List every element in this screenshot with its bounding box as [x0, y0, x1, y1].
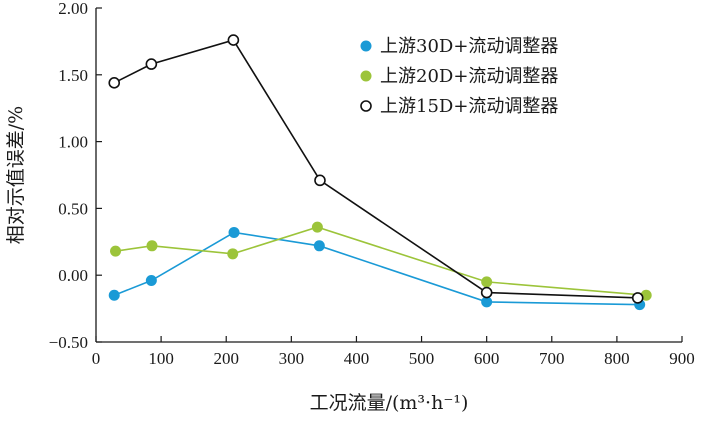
- series-line-1: [113, 231, 640, 306]
- axes: [95, 8, 682, 343]
- x-tick-label: 900: [669, 349, 695, 368]
- data-point-series-1: [145, 275, 157, 287]
- y-tick-label: 1.50: [58, 66, 88, 85]
- y-tick-label: −0.50: [49, 333, 88, 352]
- x-tick-label: 400: [344, 349, 370, 368]
- x-axis-title: 工况流量/(m³·h⁻¹): [310, 392, 469, 414]
- data-point-series-3: [145, 58, 158, 70]
- x-tick-label: 600: [474, 349, 500, 368]
- data-point-series-2: [311, 221, 323, 233]
- legend-label-3: 上游15D+流动调整器: [380, 96, 558, 117]
- legend-marker-3: [360, 100, 372, 112]
- data-point-series-3: [480, 286, 493, 299]
- data-point-series-3: [314, 174, 326, 187]
- data-point-series-2: [227, 248, 239, 260]
- legend-marker-1: [360, 40, 372, 52]
- x-tick-label: 0: [92, 349, 101, 368]
- data-point-series-1: [228, 226, 240, 238]
- series-line-2: [115, 226, 647, 297]
- series-line-3: [113, 39, 638, 299]
- y-tick-label: 2.00: [58, 0, 88, 18]
- x-tick-label: 500: [409, 349, 435, 368]
- x-tick-label: 200: [213, 349, 239, 368]
- data-point-series-1: [313, 240, 325, 252]
- series-points: [108, 34, 652, 311]
- y-tick-label: 0.00: [58, 266, 88, 285]
- y-tick-label: 0.50: [58, 199, 88, 218]
- legend-marker-2: [360, 70, 372, 82]
- data-point-series-3: [108, 77, 121, 89]
- y-tick-label: 1.00: [58, 133, 88, 152]
- legend-label-1: 上游30D+流动调整器: [380, 36, 558, 57]
- series-lines: [113, 39, 647, 306]
- y-axis-title: 相对示值误差/%: [5, 106, 27, 244]
- ticks: 0 100 200 300 400 500 600 700 800 900 −0.50 0.00 0.5…: [49, 0, 695, 368]
- data-point-series-2: [481, 276, 493, 288]
- data-point-series-3: [227, 34, 240, 46]
- x-tick-label: 700: [539, 349, 565, 368]
- data-point-series-1: [108, 289, 120, 301]
- x-tick-label: 100: [148, 349, 174, 368]
- x-tick-label: 800: [604, 349, 630, 368]
- data-point-series-3: [631, 292, 644, 304]
- legend-label-2: 上游20D+流动调整器: [380, 66, 558, 87]
- x-tick-label: 300: [279, 349, 305, 368]
- data-point-series-2: [146, 240, 158, 252]
- data-point-series-1: [481, 296, 493, 308]
- data-point-series-2: [110, 245, 122, 257]
